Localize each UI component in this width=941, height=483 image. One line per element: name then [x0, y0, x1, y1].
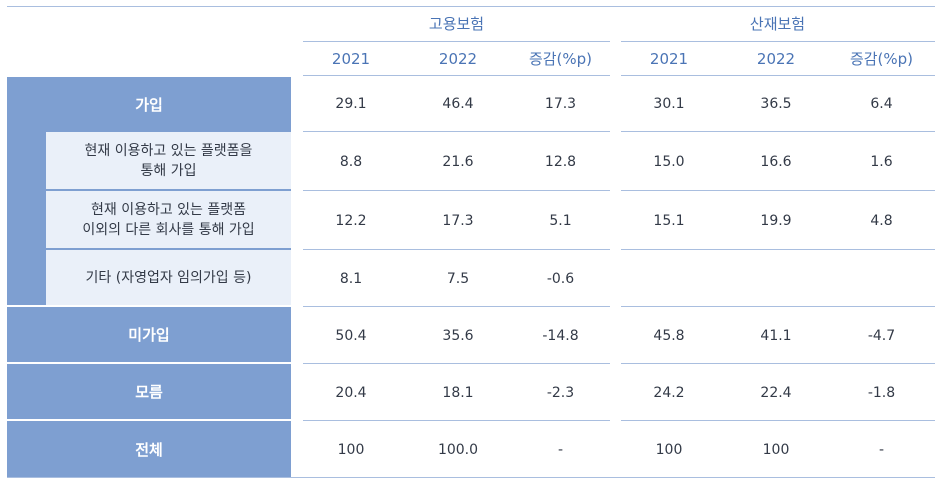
- cell-2021-employment: 20.4: [335, 384, 367, 401]
- row-rule: [621, 131, 935, 132]
- row-rule: [303, 420, 610, 421]
- cell-change-employment: -2.3: [546, 384, 575, 401]
- col-header-change-employment: 증감(%p): [528, 50, 593, 68]
- header-top-rule: [7, 6, 935, 7]
- col-header-2021-employment: 2021: [331, 50, 371, 68]
- cell-2021-accident: 30.1: [653, 96, 685, 112]
- cell-change-accident: 6.4: [870, 96, 893, 112]
- cell-2022-accident: 100: [762, 441, 790, 458]
- group-rule-left: [303, 41, 610, 42]
- stub-other: 기타 (자영업자 임의가입 등): [46, 250, 291, 305]
- row-rule: [621, 306, 935, 307]
- cell-change-accident: 4.8: [870, 212, 893, 229]
- header-bottom-rule-right: [621, 75, 935, 76]
- row-rule: [621, 190, 935, 191]
- cell-2021-accident: 15.1: [653, 212, 685, 229]
- cell-change-accident: -1.8: [867, 384, 896, 401]
- cell-change-employment: -: [557, 441, 564, 458]
- cell-2022-accident: [723, 251, 829, 306]
- cell-2022-employment: 46.4: [442, 96, 474, 112]
- cell-2021-accident: 15.0: [653, 153, 685, 170]
- row-rule: [621, 249, 935, 250]
- cell-2022-accident: 41.1: [760, 327, 792, 344]
- row-rule: [621, 363, 935, 364]
- header-bottom-rule-left: [303, 75, 610, 76]
- cell-2022-employment: 35.6: [442, 327, 474, 344]
- cell-change-accident: -4.7: [867, 327, 896, 344]
- cell-2022-employment: 17.3: [442, 212, 474, 229]
- stub-via-current-platform: 현재 이용하고 있는 플랫폼을 통해 가입: [46, 132, 291, 189]
- cell-2022-employment: 100.0: [437, 441, 479, 458]
- cell-2022-accident: 16.6: [760, 153, 792, 170]
- cell-2022-employment: 7.5: [446, 270, 470, 287]
- stub-via-other-company: 현재 이용하고 있는 플랫폼 이외의 다른 회사를 통해 가입: [46, 191, 291, 248]
- row-rule: [303, 306, 610, 307]
- cell-2021-employment: 100: [337, 441, 365, 458]
- cell-2022-accident: 36.5: [760, 96, 792, 112]
- cell-2021-employment: 29.1: [335, 96, 367, 112]
- cell-2021-accident: [621, 251, 717, 306]
- col-header-2021-accident: 2021: [649, 50, 689, 68]
- row-rule: [303, 363, 610, 364]
- group-title-employment-insurance: 고용보험: [428, 15, 485, 33]
- cell-2021-employment: 50.4: [335, 327, 367, 344]
- cell-change-employment: 17.3: [544, 96, 577, 112]
- cell-change-employment: 5.1: [549, 212, 572, 229]
- stub-not-subscribed: 미가입: [7, 307, 291, 362]
- cell-2021-employment: 12.2: [335, 212, 367, 229]
- group-title-industrial-accident-insurance: 산재보험: [749, 15, 806, 33]
- cell-2021-employment: 8.1: [339, 270, 363, 287]
- col-header-2022-accident: 2022: [756, 50, 796, 68]
- cell-change-employment: -14.8: [542, 327, 579, 344]
- cell-2021-accident: 24.2: [653, 384, 685, 401]
- table-bottom-rule: [7, 477, 935, 478]
- cell-2021-employment: 8.8: [339, 153, 363, 170]
- cell-change-employment: -0.6: [546, 270, 575, 287]
- group-rule-right: [621, 41, 935, 42]
- row-rule: [303, 190, 610, 191]
- row-rule: [303, 249, 610, 250]
- cell-2022-employment: 21.6: [442, 153, 474, 170]
- cell-change-employment: 12.8: [544, 153, 577, 170]
- row-rule: [303, 131, 610, 132]
- stub-dont-know: 모름: [7, 364, 291, 419]
- col-header-2022-employment: 2022: [438, 50, 478, 68]
- col-header-change-accident: 증감(%p): [849, 50, 914, 68]
- cell-2021-accident: 45.8: [653, 327, 685, 344]
- stub-total: 전체: [7, 421, 291, 477]
- cell-2022-employment: 18.1: [442, 384, 474, 401]
- row-rule: [621, 420, 935, 421]
- cell-2022-accident: 19.9: [760, 212, 792, 229]
- cell-2022-accident: 22.4: [760, 384, 792, 401]
- cell-change-accident: 1.6: [870, 153, 893, 170]
- cell-change-accident: -: [878, 441, 885, 458]
- cell-change-accident: [829, 251, 934, 306]
- cell-2021-accident: 100: [655, 441, 683, 458]
